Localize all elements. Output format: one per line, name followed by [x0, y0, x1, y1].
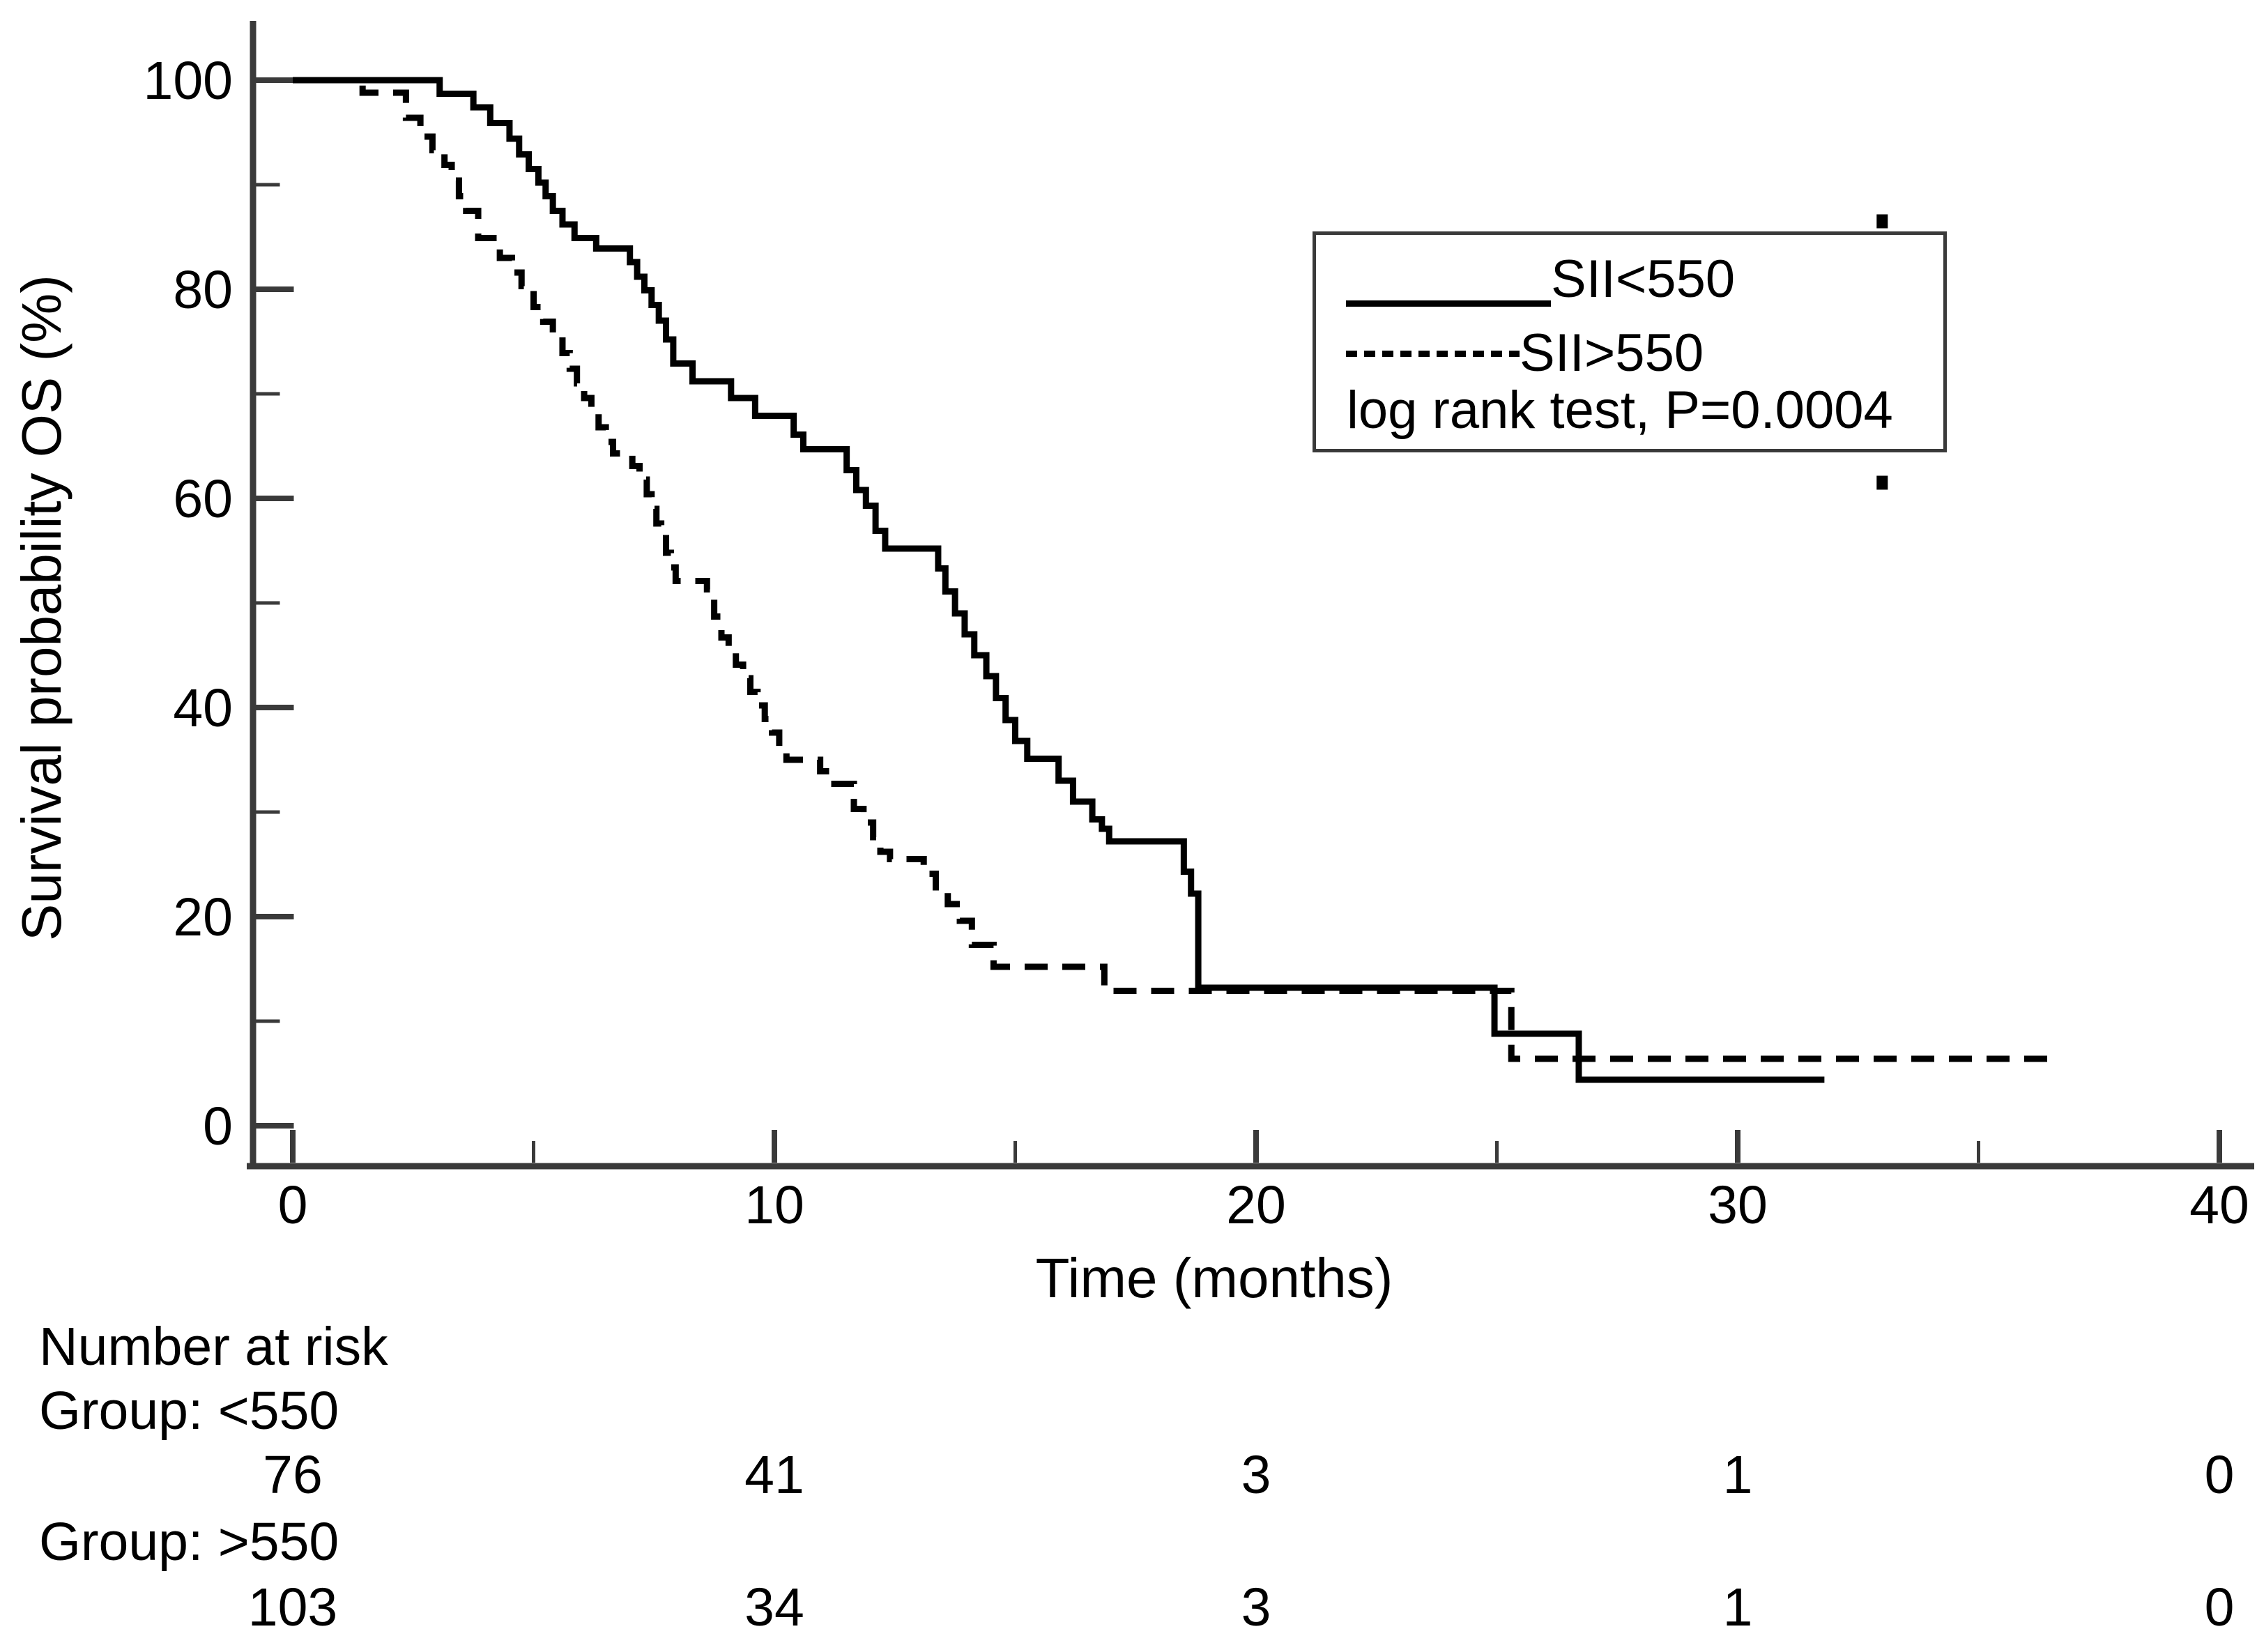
- x-tick-label: 30: [1708, 1175, 1768, 1235]
- x-axis-line: [247, 1163, 2254, 1170]
- x-minor-tick: [1495, 1141, 1499, 1163]
- y-minor-tick: [256, 810, 280, 814]
- risk-count: 41: [744, 1445, 804, 1505]
- risk-group-label-gt-550: Group: >550: [39, 1512, 339, 1572]
- risk-table-header: Number at risk: [39, 1317, 388, 1377]
- y-axis-title: Survival probability OS (%): [10, 275, 72, 941]
- x-minor-tick: [1977, 1141, 1980, 1163]
- risk-count: 1: [1723, 1577, 1753, 1637]
- stray-square-mark: [1876, 214, 1888, 229]
- y-major-tick: [256, 496, 294, 501]
- risk-count: 0: [2205, 1577, 2235, 1637]
- legend-label-sii-gt-550: SII>550: [1520, 323, 1704, 383]
- y-tick-label: 80: [173, 260, 233, 320]
- x-minor-tick: [532, 1141, 535, 1163]
- legend-box: SII<550 SII>550 log rank test, P=0.0004: [1313, 231, 1947, 452]
- y-minor-tick: [256, 601, 280, 605]
- risk-count: 1: [1723, 1445, 1753, 1505]
- x-tick-label: 10: [744, 1175, 804, 1235]
- y-major-tick: [256, 1123, 294, 1129]
- y-tick-label: 60: [173, 469, 233, 529]
- y-tick-label: 0: [203, 1096, 233, 1156]
- km-curve-solid: [293, 77, 1825, 1083]
- risk-count: 34: [744, 1577, 804, 1637]
- x-tick-label: 40: [2189, 1175, 2249, 1235]
- risk-count: 76: [263, 1445, 323, 1505]
- risk-count: 3: [1241, 1445, 1271, 1505]
- legend-label-sii-lt-550: SII<550: [1551, 250, 1736, 309]
- risk-count: 103: [248, 1577, 337, 1637]
- x-axis-title: Time (months): [1035, 1247, 1393, 1309]
- y-minor-tick: [256, 392, 280, 396]
- x-major-tick: [772, 1130, 777, 1163]
- x-minor-tick: [1013, 1141, 1017, 1163]
- y-minor-tick: [256, 183, 280, 187]
- legend-logrank-note: log rank test, P=0.0004: [1347, 381, 1893, 440]
- legend-solid-line-swatch: [1346, 300, 1551, 307]
- legend-dashed-line-swatch: [1346, 351, 1520, 357]
- x-tick-label: 20: [1226, 1175, 1286, 1235]
- y-major-tick: [256, 914, 294, 919]
- y-tick-label: 40: [173, 678, 233, 738]
- risk-count: 0: [2205, 1445, 2235, 1505]
- y-major-tick: [256, 705, 294, 710]
- x-major-tick: [1735, 1130, 1740, 1163]
- y-minor-tick: [256, 1019, 280, 1023]
- x-tick-label: 0: [278, 1175, 308, 1235]
- y-axis-line: [250, 21, 257, 1169]
- y-tick-label: 100: [144, 51, 233, 111]
- km-curve-dashed: [293, 77, 2060, 1062]
- x-major-tick: [1253, 1130, 1259, 1163]
- y-tick-label: 20: [173, 887, 233, 947]
- stray-square-mark: [1876, 475, 1888, 490]
- y-major-tick: [256, 77, 294, 83]
- x-major-tick: [2217, 1130, 2222, 1163]
- x-major-tick: [290, 1130, 296, 1163]
- y-major-tick: [256, 286, 294, 292]
- risk-group-label-lt-550: Group: <550: [39, 1381, 339, 1441]
- risk-count: 3: [1241, 1577, 1271, 1637]
